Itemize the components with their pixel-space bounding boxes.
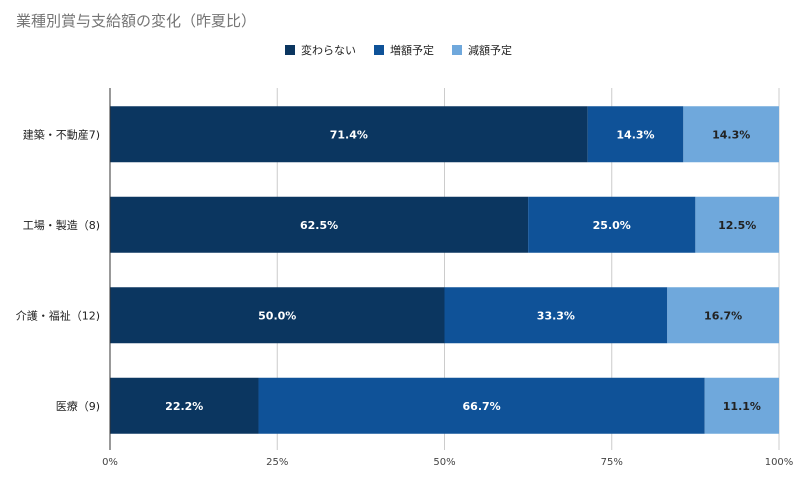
bar-segment <box>258 377 705 434</box>
data-label: 16.7% <box>704 309 742 322</box>
data-label: 12.5% <box>718 219 756 232</box>
x-tick-label: 50% <box>433 457 455 468</box>
chart-title: 業種別賞与支給額の変化（昨夏比） <box>16 12 257 30</box>
bar-segment <box>667 287 779 344</box>
bar-segment <box>528 196 696 253</box>
data-label: 14.3% <box>712 128 750 141</box>
bar-segment <box>587 106 684 163</box>
data-label: 71.4% <box>330 128 368 141</box>
bar-segment <box>695 196 779 253</box>
category-label: 介護・福祉（12) <box>16 308 100 322</box>
data-label: 66.7% <box>463 400 501 413</box>
legend-swatch <box>285 45 295 55</box>
category-label: 医療（9) <box>56 399 100 413</box>
x-tick-label: 0% <box>102 457 118 468</box>
category-label: 工場・製造（8) <box>23 218 100 232</box>
bar-segment <box>110 287 445 344</box>
bar-segment <box>110 377 259 434</box>
x-tick-label: 75% <box>601 457 623 468</box>
data-label: 22.2% <box>165 400 203 413</box>
bar-segment <box>683 106 779 163</box>
legend-label: 変わらない <box>301 43 356 57</box>
bar-segment <box>444 287 668 344</box>
legend-swatch <box>374 45 384 55</box>
data-label: 25.0% <box>593 219 631 232</box>
bar-segment <box>110 196 529 253</box>
legend-label: 減額予定 <box>468 43 512 57</box>
bar-segment <box>110 106 588 163</box>
x-tick-label: 25% <box>266 457 288 468</box>
category-label: 建築・不動産7) <box>23 127 100 141</box>
data-label: 50.0% <box>258 309 296 322</box>
data-label: 33.3% <box>537 309 575 322</box>
data-label: 14.3% <box>616 128 654 141</box>
data-label: 11.1% <box>723 400 761 413</box>
legend-swatch <box>452 45 462 55</box>
bar-segment <box>704 377 779 434</box>
legend-label: 増額予定 <box>390 43 434 57</box>
data-label: 62.5% <box>300 219 338 232</box>
x-tick-label: 100% <box>765 457 794 468</box>
